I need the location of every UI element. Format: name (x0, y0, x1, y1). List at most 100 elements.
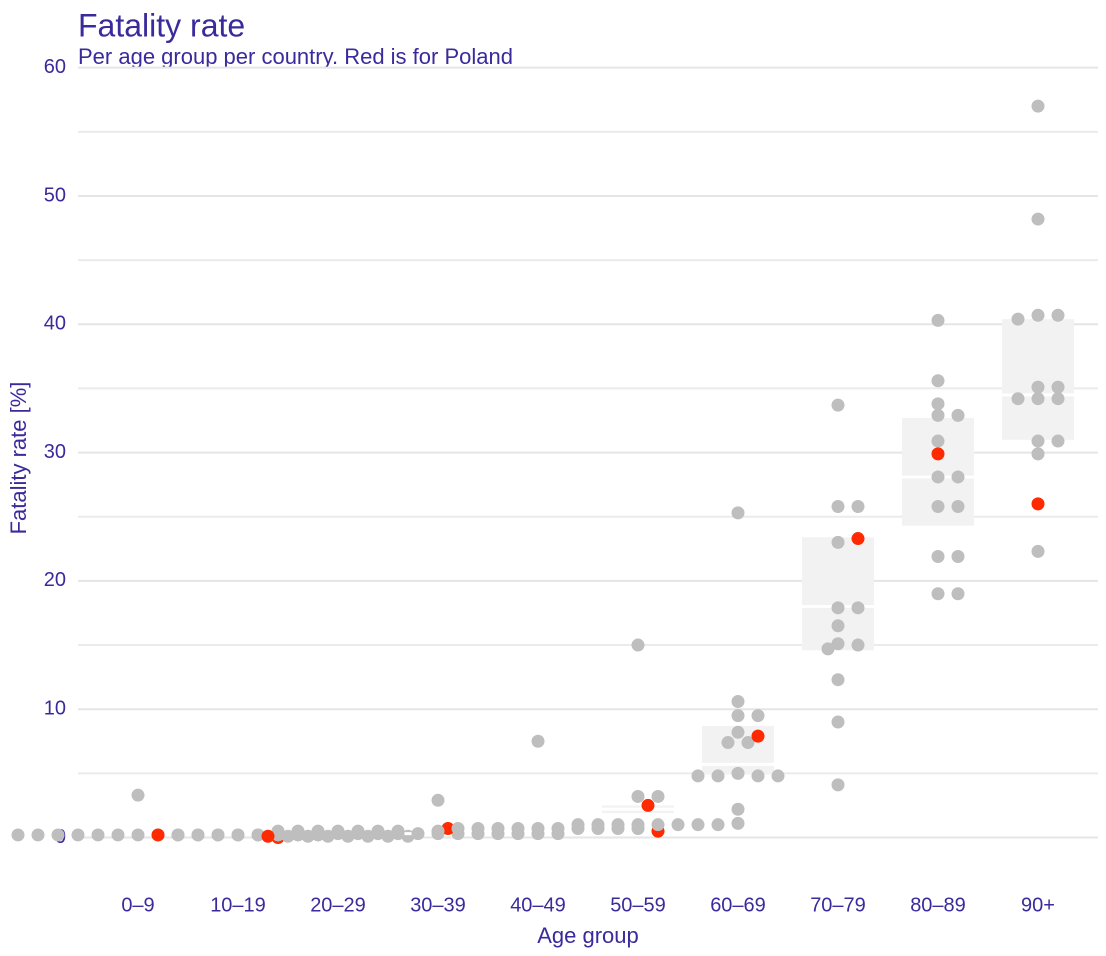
x-tick-label: 10–19 (210, 894, 266, 916)
highlight-point (261, 829, 275, 843)
point (291, 824, 305, 838)
point (831, 601, 845, 615)
point (321, 829, 335, 843)
x-tick-label: 40–49 (510, 894, 566, 916)
point (1031, 99, 1045, 113)
point (851, 601, 865, 615)
point (411, 827, 425, 841)
point (731, 709, 745, 723)
point (281, 829, 295, 843)
point (531, 734, 545, 748)
point (1051, 308, 1065, 322)
y-tick-label: 10 (44, 697, 66, 719)
point (591, 818, 605, 832)
point (301, 829, 315, 843)
point (931, 587, 945, 601)
point (311, 824, 325, 838)
point (731, 816, 745, 830)
point (931, 313, 945, 327)
y-axis-title: Fatality rate [%] (6, 382, 31, 535)
point (711, 769, 725, 783)
point (491, 822, 505, 836)
point (931, 374, 945, 388)
point (111, 828, 125, 842)
point (1031, 392, 1045, 406)
point (931, 470, 945, 484)
point (931, 434, 945, 448)
x-tick-label: 90+ (1021, 894, 1055, 916)
point (671, 818, 685, 832)
point (831, 619, 845, 633)
point (1051, 392, 1065, 406)
y-tick-label: 20 (44, 569, 66, 591)
point (1051, 434, 1065, 448)
highlight-point (851, 532, 865, 546)
point (31, 828, 45, 842)
point (1051, 380, 1065, 394)
point (271, 824, 285, 838)
highlight-point (441, 822, 455, 836)
point (751, 769, 765, 783)
point (691, 818, 705, 832)
point (631, 818, 645, 832)
point (1011, 312, 1025, 326)
point (451, 822, 465, 836)
point (631, 638, 645, 652)
point (331, 827, 345, 841)
point (731, 766, 745, 780)
x-tick-label: 20–29 (310, 894, 366, 916)
point (1031, 212, 1045, 226)
point (731, 725, 745, 739)
box (802, 537, 874, 651)
point (51, 828, 65, 842)
point (851, 638, 865, 652)
point (341, 829, 355, 843)
point (931, 397, 945, 411)
point (851, 499, 865, 513)
point (1011, 392, 1025, 406)
point (631, 789, 645, 803)
chart-subtitle: Per age group per country. Red is for Po… (78, 44, 513, 69)
point (951, 408, 965, 422)
point (951, 470, 965, 484)
point (1031, 308, 1045, 322)
box (1002, 319, 1074, 440)
point (931, 408, 945, 422)
point (351, 827, 365, 841)
point (191, 828, 205, 842)
point (651, 789, 665, 803)
highlight-point (931, 447, 945, 461)
point (691, 769, 705, 783)
point (511, 822, 525, 836)
y-tick-label: 60 (44, 56, 66, 78)
point (741, 736, 755, 750)
point (11, 828, 25, 842)
point (831, 535, 845, 549)
point (731, 802, 745, 816)
point (1031, 544, 1045, 558)
point (231, 828, 245, 842)
point (931, 499, 945, 513)
point (951, 587, 965, 601)
point (381, 829, 395, 843)
point (531, 822, 545, 836)
point (431, 824, 445, 838)
point (391, 827, 405, 841)
chart-title: Fatality rate (78, 7, 245, 43)
point (771, 769, 785, 783)
point (571, 818, 585, 832)
point (831, 715, 845, 729)
point (91, 828, 105, 842)
point (131, 828, 145, 842)
point (611, 818, 625, 832)
x-tick-label: 80–89 (910, 894, 966, 916)
point (721, 736, 735, 750)
highlight-point (1031, 497, 1045, 511)
y-tick-label: 50 (44, 184, 66, 206)
point (731, 695, 745, 709)
point (731, 506, 745, 520)
highlight-point (751, 729, 765, 743)
x-tick-label: 30–39 (410, 894, 466, 916)
point (171, 828, 185, 842)
